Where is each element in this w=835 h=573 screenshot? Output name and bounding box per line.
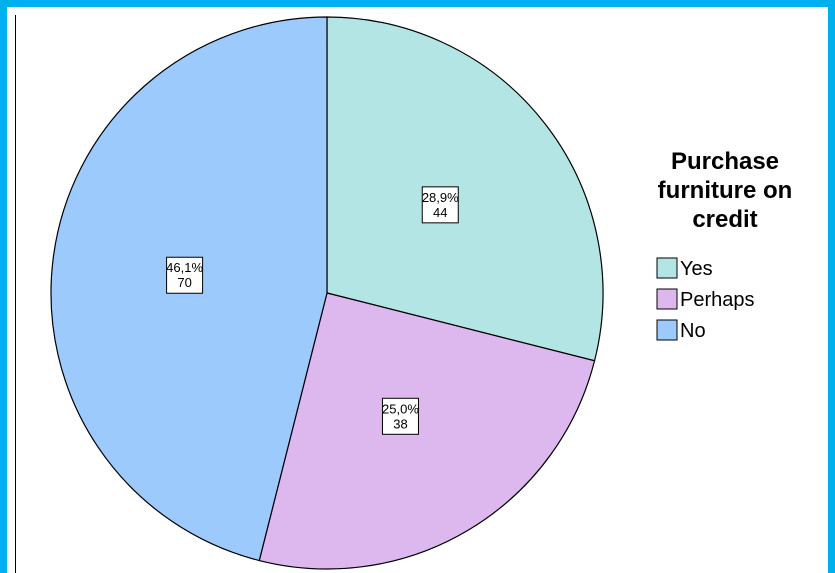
pie-slices xyxy=(50,16,604,570)
data-label-percent: 25,0% xyxy=(382,401,419,416)
data-label-count: 70 xyxy=(177,275,191,290)
legend-items: Yes Perhaps No xyxy=(656,257,755,342)
pie-slice-perhaps xyxy=(258,292,596,570)
data-label-yes: 28,9%44 xyxy=(421,186,459,224)
frame-inner-edge xyxy=(15,15,16,573)
legend-item-no: No xyxy=(656,319,706,342)
legend-swatch xyxy=(656,319,678,341)
data-label-no: 46,1%70 xyxy=(166,256,203,294)
legend-item-perhaps: Perhaps xyxy=(656,288,755,311)
data-label-percent: 28,9% xyxy=(422,190,459,205)
legend-swatch xyxy=(656,257,678,279)
legend-title-line: credit xyxy=(692,206,757,233)
data-label-perhaps: 25,0%38 xyxy=(381,397,419,435)
pie-data-labels: 28,9%44 25,0%38 46,1%70 xyxy=(166,186,459,435)
legend-title-line: furniture on xyxy=(658,177,793,204)
legend-label: Perhaps xyxy=(680,289,755,311)
legend-title-line: Purchase xyxy=(671,148,779,175)
data-label-percent: 46,1% xyxy=(166,260,203,275)
legend-swatch xyxy=(656,288,678,310)
legend-label: Yes xyxy=(680,258,713,280)
pie-slice-yes xyxy=(326,16,604,362)
data-label-count: 44 xyxy=(433,205,447,220)
legend-item-yes: Yes xyxy=(656,257,713,280)
legend-label: No xyxy=(680,320,706,342)
data-label-count: 38 xyxy=(393,416,407,431)
